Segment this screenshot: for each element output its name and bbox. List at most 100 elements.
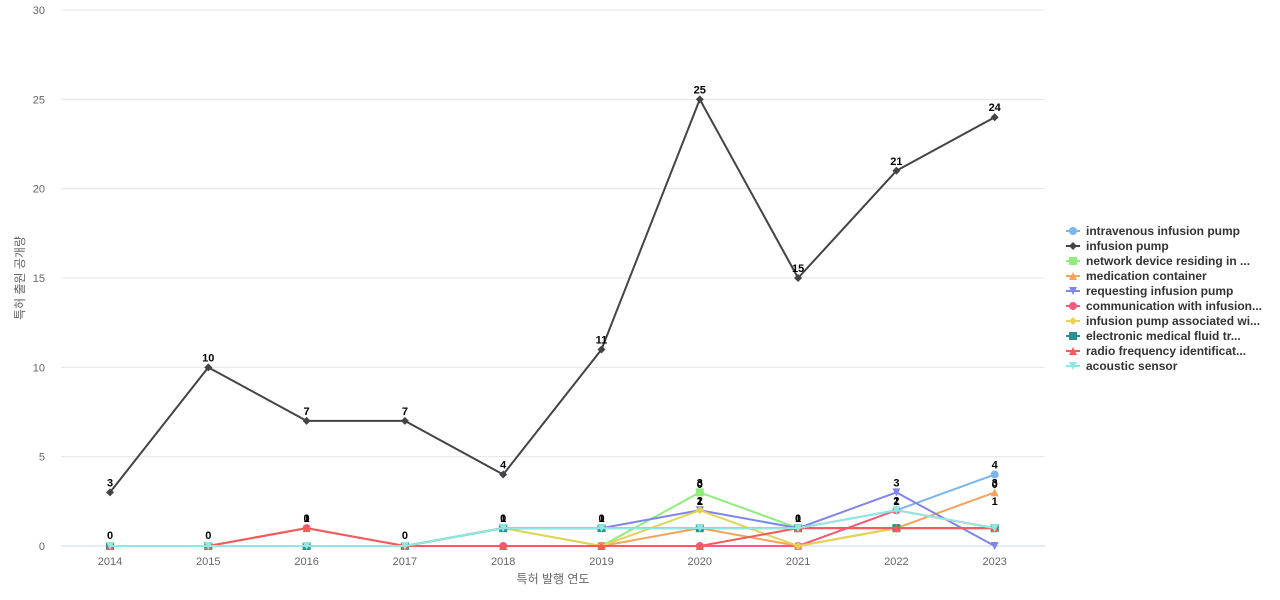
series-line [110, 527, 995, 547]
data-point[interactable] [400, 416, 409, 425]
legend-marker [1069, 302, 1077, 310]
data-point[interactable] [695, 95, 704, 104]
data-point[interactable] [499, 524, 508, 533]
data-label: 25 [694, 84, 706, 96]
data-point[interactable] [892, 488, 901, 497]
x-axis-title: 특허 발행 연도 [517, 571, 590, 586]
data-point[interactable] [499, 542, 508, 550]
x-tick-label: 2019 [589, 556, 613, 568]
legend-item[interactable]: infusion pump associated wi... [1066, 314, 1260, 328]
legend-marker [1069, 227, 1077, 235]
data-label: 0 [697, 479, 703, 491]
legend-item[interactable]: network device residing in ... [1066, 254, 1250, 268]
data-point[interactable] [695, 488, 704, 497]
x-tick-label: 2018 [491, 556, 515, 568]
data-point[interactable] [302, 416, 311, 425]
data-point[interactable] [990, 524, 999, 533]
data-point[interactable] [204, 542, 213, 550]
data-label: 3 [992, 477, 998, 489]
data-label: 0 [992, 479, 998, 491]
data-label: 1 [598, 513, 604, 525]
data-point[interactable] [892, 166, 901, 175]
legend-item[interactable]: communication with infusion... [1066, 299, 1262, 313]
data-point[interactable] [106, 542, 114, 550]
x-tick-label: 2021 [786, 556, 810, 568]
data-point[interactable] [794, 542, 803, 550]
data-label: 0 [304, 513, 310, 525]
legend-item[interactable]: acoustic sensor [1066, 359, 1178, 373]
legend-marker [1069, 272, 1077, 280]
legend-label: network device residing in ... [1086, 254, 1250, 268]
data-point[interactable] [597, 542, 606, 550]
y-tick-label: 0 [39, 541, 45, 553]
legend-label: electronic medical fluid tr... [1086, 329, 1241, 343]
x-tick-label: 2017 [393, 556, 417, 568]
legend-label: acoustic sensor [1086, 359, 1178, 373]
data-label: 1 [795, 513, 801, 525]
legend-marker [1069, 287, 1077, 295]
data-point[interactable] [302, 542, 311, 550]
legend-marker [1069, 362, 1077, 370]
legend-marker [1069, 317, 1077, 325]
data-label: 3 [893, 477, 899, 489]
legend-item[interactable]: requesting infusion pump [1066, 284, 1233, 298]
legend-item[interactable]: medication container [1066, 269, 1207, 283]
grid-lines [61, 9, 1045, 547]
y-tick-label: 25 [33, 94, 45, 106]
data-label: 11 [596, 334, 608, 346]
data-label: 24 [989, 102, 1002, 114]
data-point[interactable] [597, 345, 606, 354]
data-point[interactable] [695, 542, 704, 550]
x-tick-label: 2014 [98, 556, 122, 568]
data-label: 1 [992, 496, 998, 508]
data-point[interactable] [892, 506, 901, 515]
data-label: 1 [893, 496, 899, 508]
y-tick-label: 10 [33, 362, 45, 374]
data-point[interactable] [990, 113, 999, 122]
legend-label: radio frequency identificat... [1086, 344, 1246, 358]
data-label: 1 [304, 513, 310, 525]
x-tick-label: 2015 [196, 556, 220, 568]
data-label: 0 [205, 530, 211, 542]
y-axis-title: 특허 출원 공개량 [13, 236, 27, 320]
data-point[interactable] [597, 524, 606, 533]
data-label: 0 [795, 513, 801, 525]
data-point[interactable] [794, 524, 803, 533]
legend-marker [1069, 347, 1077, 355]
data-point[interactable] [695, 524, 704, 533]
data-label: 0 [402, 530, 408, 542]
legend-label: communication with infusion... [1086, 299, 1262, 313]
data-point[interactable] [106, 488, 114, 497]
data-point[interactable] [892, 524, 901, 533]
data-point[interactable] [990, 488, 999, 497]
legend-item[interactable]: intravenous infusion pump [1066, 224, 1240, 238]
data-point[interactable] [695, 506, 704, 515]
data-point[interactable] [990, 542, 999, 550]
legend-item[interactable]: infusion pump [1066, 239, 1169, 253]
x-tick-label: 2023 [982, 556, 1006, 568]
data-point[interactable] [990, 470, 999, 479]
legend-marker [1069, 257, 1077, 265]
legend-label: infusion pump [1086, 239, 1169, 253]
series-line [110, 509, 995, 547]
data-point[interactable] [204, 363, 213, 372]
series-9 [106, 506, 999, 550]
x-tick-label: 2022 [884, 556, 908, 568]
series-8 [106, 524, 999, 550]
legend-item[interactable]: electronic medical fluid tr... [1066, 329, 1241, 343]
x-tick-label: 2020 [688, 556, 712, 568]
data-point[interactable] [499, 470, 508, 479]
data-label: 2 [893, 495, 899, 507]
data-label: 2 [697, 495, 703, 507]
y-tick-label: 15 [33, 273, 45, 285]
data-label: 1 [500, 513, 506, 525]
data-point[interactable] [400, 542, 409, 550]
data-point[interactable] [302, 524, 311, 533]
data-point[interactable] [794, 274, 803, 282]
legend-label: intravenous infusion pump [1086, 224, 1240, 238]
y-axis-tick-labels: 0 5 10 15 20 25 30 [33, 5, 45, 553]
legend-item[interactable]: radio frequency identificat... [1066, 344, 1246, 358]
data-label: 7 [402, 406, 408, 418]
data-label: 3 [107, 477, 113, 489]
